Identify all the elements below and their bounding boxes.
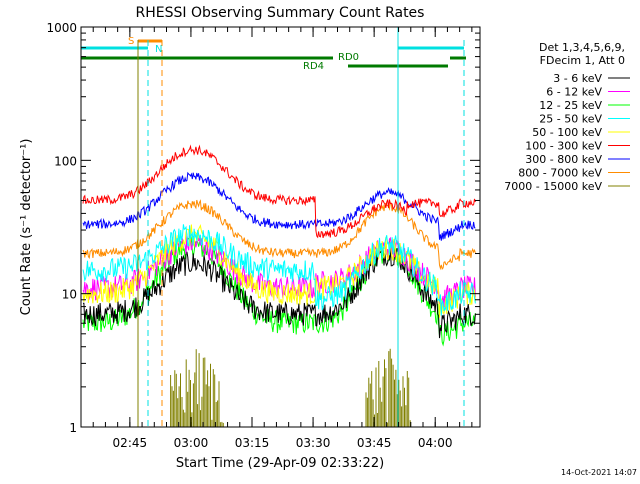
y-tick-label: 1: [69, 421, 77, 435]
flag-label-n: N: [155, 44, 162, 55]
legend-label-6-12-kev: 6 - 12 keV: [546, 86, 602, 99]
chart-title: RHESSI Observing Summary Count Rates: [136, 5, 425, 21]
legend-label-25-50-kev: 25 - 50 keV: [539, 113, 602, 126]
legend-label-50-100-kev: 50 - 100 keV: [532, 126, 602, 139]
y-tick-label: 100: [54, 154, 77, 168]
legend-label-7000-15000-kev: 7000 - 15000 keV: [504, 180, 602, 193]
flag-label-s: S: [128, 36, 134, 47]
x-tick-label: 03:00: [174, 436, 209, 450]
y-axis-label: Count Rate (s⁻¹ detector⁻¹): [19, 139, 34, 316]
timestamp: 14-Oct-2021 14:07: [561, 468, 637, 477]
x-tick-label: 04:00: [418, 436, 453, 450]
legend-label-12-25-kev: 12 - 25 keV: [539, 99, 602, 112]
legend-label-800-7000-kev: 800 - 7000 keV: [518, 167, 602, 180]
legend-header: Det 1,3,4,5,6,9,: [539, 41, 625, 54]
x-axis-label: Start Time (29-Apr-09 02:33:22): [176, 456, 384, 471]
legend-label-300-800-kev: 300 - 800 keV: [525, 153, 602, 166]
y-tick-label: 10: [62, 288, 77, 302]
y-tick-label: 1000: [46, 21, 77, 35]
legend-label-3-6-kev: 3 - 6 keV: [553, 72, 602, 85]
x-tick-label: 02:45: [113, 436, 148, 450]
x-tick-label: 03:45: [357, 436, 392, 450]
x-tick-label: 03:30: [296, 436, 331, 450]
legend-label-100-300-kev: 100 - 300 keV: [525, 140, 602, 153]
plot-frame: [80, 26, 481, 428]
x-tick-label: 03:15: [235, 436, 270, 450]
flag-label-rd0: RD0: [338, 52, 359, 63]
flag-label-rd4: RD4: [303, 61, 324, 72]
legend-header: FDecim 1, Att 0: [540, 54, 625, 67]
